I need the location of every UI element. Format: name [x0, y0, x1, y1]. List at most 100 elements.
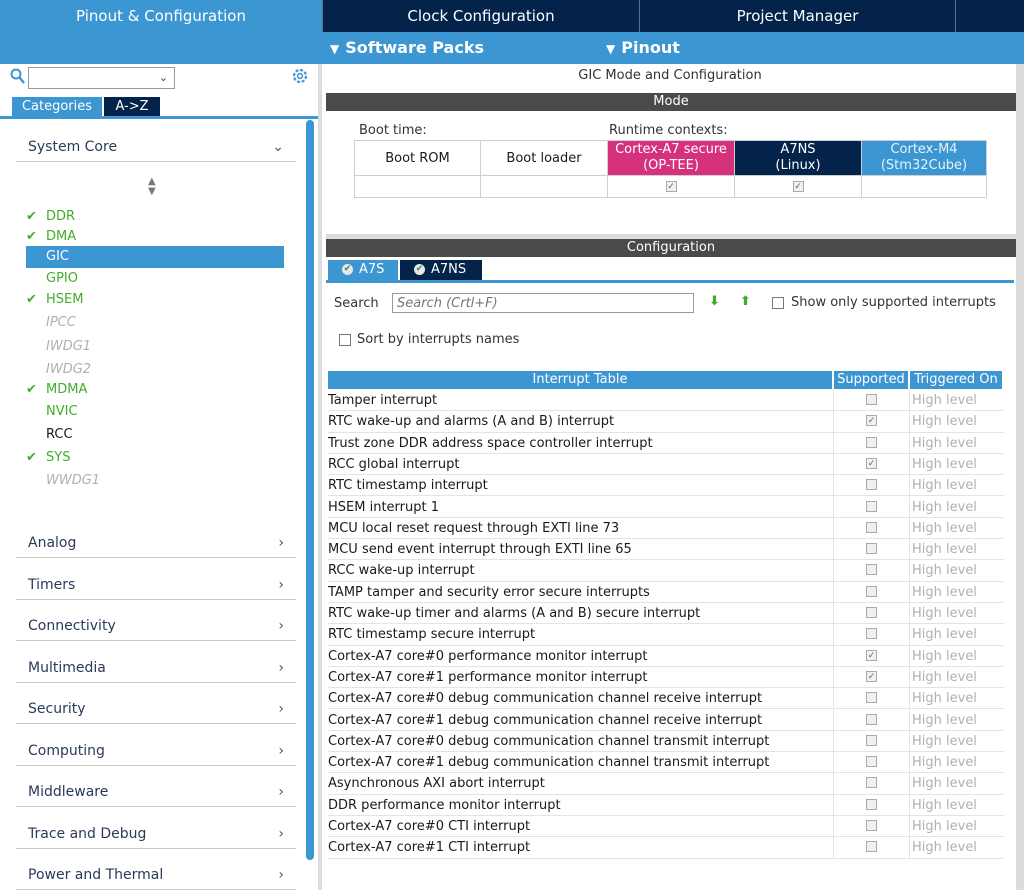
- tab-a-to-z[interactable]: A->Z: [104, 97, 160, 116]
- category-label: Computing: [28, 743, 105, 759]
- table-row[interactable]: Trust zone DDR address space controller …: [328, 432, 1004, 454]
- table-row[interactable]: TAMP tamper and security error secure in…: [328, 581, 1004, 603]
- table-row[interactable]: RTC timestamp secure interrupt High level: [328, 624, 1004, 646]
- category-trace-and-debug[interactable]: Trace and Debug ›: [16, 807, 296, 849]
- table-row[interactable]: HSEM interrupt 1 High level: [328, 496, 1004, 518]
- pinout-menu[interactable]: ▼ Pinout: [606, 32, 680, 64]
- peripheral-iwdg2[interactable]: IWDG2: [26, 359, 284, 381]
- sort-icon[interactable]: ▲ ▼: [148, 176, 156, 197]
- mode-cell-empty: [354, 175, 481, 198]
- supported-cell: [834, 475, 910, 497]
- peripheral-label: SYS: [46, 450, 71, 465]
- table-row[interactable]: RTC timestamp interrupt High level: [328, 475, 1004, 497]
- interrupt-name: RTC wake-up timer and alarms (A and B) s…: [328, 603, 834, 624]
- interrupt-name: MCU send event interrupt through EXTI li…: [328, 539, 834, 561]
- tab-clock-configuration[interactable]: Clock Configuration: [322, 0, 640, 32]
- category-search-combo[interactable]: ⌄: [28, 67, 175, 89]
- peripheral-ddr[interactable]: ✔ DDR: [26, 206, 284, 228]
- table-row[interactable]: DDR performance monitor interrupt High le…: [328, 794, 1004, 816]
- category-middleware[interactable]: Middleware ›: [16, 765, 296, 807]
- interrupt-name: MCU local reset request through EXTI lin…: [328, 517, 834, 539]
- interrupt-name: RTC wake-up and alarms (A and B) interru…: [328, 411, 834, 433]
- peripheral-ipcc[interactable]: IPCC: [26, 312, 284, 334]
- supported-cell: [834, 496, 910, 518]
- category-connectivity[interactable]: Connectivity ›: [16, 599, 296, 641]
- arrow-up-icon[interactable]: ⬆: [740, 294, 751, 309]
- interrupt-search-input[interactable]: [392, 293, 694, 313]
- supported-cell: [834, 539, 910, 561]
- section-divider: [326, 234, 1024, 240]
- peripheral-gic[interactable]: GIC: [26, 246, 284, 268]
- supported-cell: [834, 773, 910, 795]
- peripheral-wwdg1[interactable]: WWDG1: [26, 470, 284, 492]
- category-computing[interactable]: Computing ›: [16, 724, 296, 766]
- peripheral-dma[interactable]: ✔ DMA: [26, 226, 284, 248]
- peripheral-sys[interactable]: ✔ SYS: [26, 447, 284, 469]
- column-header-interrupt[interactable]: Interrupt Table: [328, 371, 832, 389]
- a7s-context-checkbox[interactable]: ✓: [665, 181, 677, 192]
- tab-categories[interactable]: Categories: [12, 97, 102, 116]
- peripheral-hsem[interactable]: ✔ HSEM: [26, 289, 284, 311]
- gear-icon[interactable]: [291, 67, 309, 90]
- checkmark-icon: ✔: [414, 264, 425, 275]
- mode-col-boot-rom: Boot ROM: [354, 140, 481, 176]
- chevron-down-icon[interactable]: ⌄: [158, 71, 168, 84]
- tab-a7ns[interactable]: ✔ A7NS: [400, 260, 482, 280]
- peripheral-iwdg1[interactable]: IWDG1: [26, 336, 284, 358]
- table-row[interactable]: MCU send event interrupt through EXTI li…: [328, 539, 1004, 561]
- peripheral-gpio[interactable]: GPIO: [26, 268, 284, 290]
- table-row[interactable]: Cortex-A7 core#1 debug communication cha…: [328, 709, 1004, 731]
- table-row[interactable]: RCC wake-up interrupt High level: [328, 560, 1004, 582]
- software-packs-menu[interactable]: ▼ Software Packs: [330, 32, 484, 64]
- trigger-value: High level: [912, 499, 977, 515]
- table-row[interactable]: RTC wake-up timer and alarms (A and B) s…: [328, 603, 1004, 625]
- tab-project-manager[interactable]: Project Manager: [640, 0, 956, 32]
- column-header-supported[interactable]: Supported: [834, 371, 908, 389]
- category-power-and-thermal[interactable]: Power and Thermal ›: [16, 848, 296, 890]
- table-row[interactable]: Cortex-A7 core#0 CTI interrupt High level: [328, 816, 1004, 838]
- peripheral-label: GPIO: [46, 271, 78, 286]
- category-system-core[interactable]: System Core ⌄: [16, 120, 296, 162]
- category-timers[interactable]: Timers ›: [16, 558, 296, 600]
- runtime-contexts-label: Runtime contexts:: [609, 123, 728, 138]
- table-row[interactable]: MCU local reset request through EXTI lin…: [328, 517, 1004, 540]
- category-analog[interactable]: Analog ›: [16, 516, 296, 558]
- category-security[interactable]: Security ›: [16, 682, 296, 724]
- right-scrollbar-track[interactable]: [1016, 64, 1024, 890]
- sort-by-name-label: Sort by interrupts names: [357, 332, 520, 347]
- interrupt-name: HSEM interrupt 1: [328, 496, 834, 518]
- interrupt-name: Cortex-A7 core#1 performance monitor int…: [328, 666, 834, 688]
- sort-by-name-checkbox[interactable]: [339, 334, 351, 346]
- chevron-down-icon: ▼: [606, 42, 616, 56]
- show-supported-checkbox[interactable]: [772, 297, 784, 309]
- a7ns-context-checkbox[interactable]: ✓: [792, 181, 804, 192]
- trigger-value: High level: [912, 627, 977, 643]
- category-label: Connectivity: [28, 618, 116, 634]
- category-label: Analog: [28, 535, 77, 551]
- left-scrollbar[interactable]: [306, 120, 314, 860]
- category-multimedia[interactable]: Multimedia ›: [16, 641, 296, 683]
- table-row[interactable]: RCC global interrupt ✓ High level: [328, 453, 1004, 476]
- peripheral-nvic[interactable]: NVIC: [26, 401, 284, 423]
- trigger-value: High level: [912, 456, 977, 472]
- peripheral-mdma[interactable]: ✔ MDMA: [26, 379, 284, 401]
- tab-pinout-configuration[interactable]: Pinout & Configuration: [0, 0, 322, 32]
- supported-unchecked-icon: [866, 394, 877, 405]
- interrupt-name: RCC wake-up interrupt: [328, 560, 834, 582]
- table-row[interactable]: Cortex-A7 core#1 CTI interrupt High level: [328, 837, 1004, 859]
- peripheral-rcc[interactable]: RCC: [26, 424, 284, 446]
- table-row[interactable]: Cortex-A7 core#1 debug communication cha…: [328, 752, 1004, 774]
- table-row[interactable]: Asynchronous AXI abort interrupt High lev…: [328, 773, 1004, 795]
- arrow-down-icon[interactable]: ⬇: [709, 294, 720, 309]
- supported-unchecked-icon: [866, 798, 877, 810]
- table-row[interactable]: Cortex-A7 core#1 performance monitor int…: [328, 666, 1004, 689]
- column-header-triggered-on[interactable]: Triggered On: [910, 371, 1002, 389]
- trigger-value: High level: [912, 712, 977, 728]
- table-row[interactable]: Cortex-A7 core#0 performance monitor int…: [328, 645, 1004, 667]
- tab-a7s[interactable]: ✔ A7S: [328, 260, 398, 280]
- table-row[interactable]: Cortex-A7 core#0 debug communication cha…: [328, 730, 1004, 753]
- checkmark-icon: ✔: [26, 229, 37, 244]
- table-row[interactable]: RTC wake-up and alarms (A and B) interru…: [328, 411, 1004, 433]
- table-row[interactable]: Cortex-A7 core#0 debug communication cha…: [328, 688, 1004, 710]
- table-row[interactable]: Tamper interrupt High level: [328, 390, 1004, 412]
